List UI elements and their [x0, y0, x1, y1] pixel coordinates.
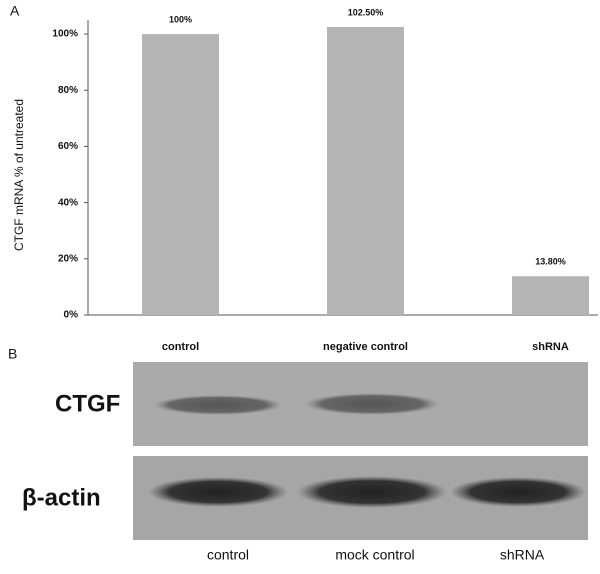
lane-label: control: [207, 547, 249, 563]
panel-label: B: [8, 346, 17, 362]
y-tick-label: 80%: [58, 85, 78, 96]
value-label: 13.80%: [535, 257, 566, 267]
blot-band: [304, 393, 440, 415]
bar: [512, 276, 589, 315]
lane-label: mock control: [335, 547, 414, 563]
x-tick-label: control: [162, 341, 199, 353]
bar: [142, 34, 219, 316]
y-axis-label: CTGF mRNA % of untreated: [12, 99, 26, 251]
y-tick-label: 40%: [58, 197, 78, 208]
x-tick-label: negative control: [323, 341, 408, 353]
blot: CTGF β-actin control mock control shRNA: [22, 362, 588, 563]
y-tick-label: 100%: [52, 29, 78, 40]
blot-band: [153, 395, 283, 415]
blot-row-label: β-actin: [22, 484, 101, 511]
blot-band: [450, 477, 586, 507]
blot-band: [297, 476, 447, 508]
x-tick-label: shRNA: [532, 341, 569, 353]
value-label: 102.50%: [348, 7, 384, 17]
blot-band: [148, 477, 288, 507]
y-tick-label: 0%: [64, 310, 79, 321]
blot-row-label: CTGF: [55, 390, 120, 417]
lane-label: shRNA: [500, 547, 545, 563]
y-tick-label: 60%: [58, 141, 78, 152]
bar: [327, 27, 404, 316]
value-label: 100%: [169, 14, 192, 24]
panel-label: A: [10, 3, 20, 19]
y-tick-label: 20%: [58, 253, 78, 264]
